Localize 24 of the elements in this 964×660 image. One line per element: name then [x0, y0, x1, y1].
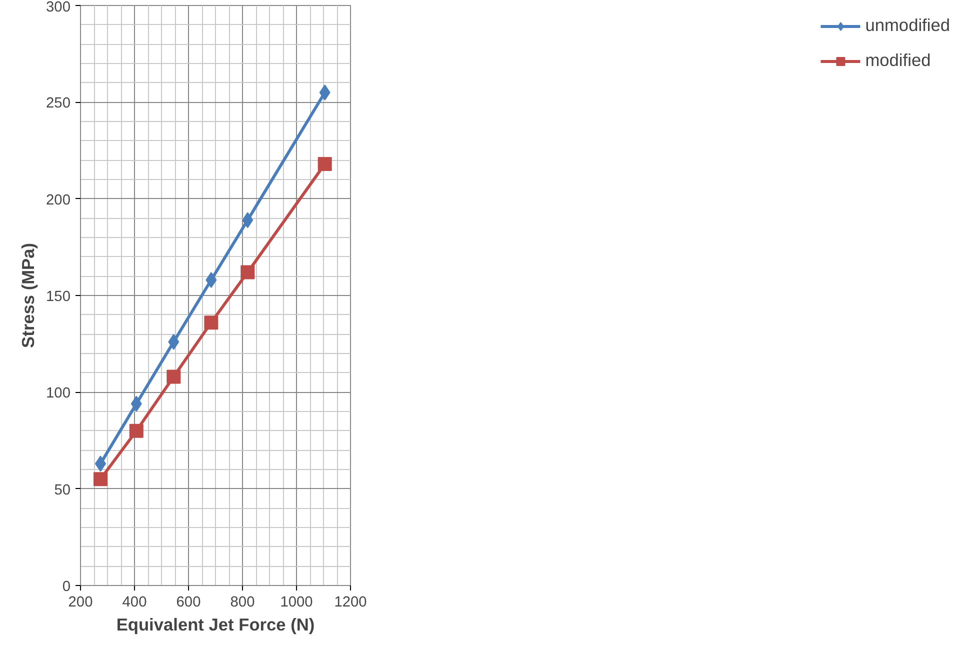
x-axis-title: Equivalent Jet Force (N): [116, 614, 315, 634]
point: [319, 84, 330, 100]
y-tick-label: 150: [46, 289, 71, 305]
x-tick-label: 800: [230, 594, 255, 610]
point: [204, 316, 218, 330]
y-tick-label: 0: [62, 579, 71, 595]
point: [166, 370, 181, 384]
y-axis-title: Stress (MPa): [18, 243, 38, 348]
point: [240, 265, 255, 280]
legend-label: unmodified: [865, 15, 950, 36]
x-tick-label: 1200: [334, 594, 367, 610]
y-tick-label: 50: [54, 482, 71, 498]
x-tick-label: 1000: [280, 594, 313, 610]
x-tick-label: 600: [176, 594, 201, 610]
legend-label: modified: [865, 50, 931, 71]
y-tick-label: 250: [46, 96, 71, 112]
point: [129, 424, 144, 438]
y-tick-label: 300: [46, 0, 71, 16]
point: [93, 472, 108, 486]
y-tick-label: 100: [46, 386, 71, 402]
y-tick-label: 200: [46, 192, 71, 208]
x-tick-label: 200: [68, 594, 93, 610]
x-tick-label: 400: [122, 594, 147, 610]
point: [318, 157, 332, 172]
